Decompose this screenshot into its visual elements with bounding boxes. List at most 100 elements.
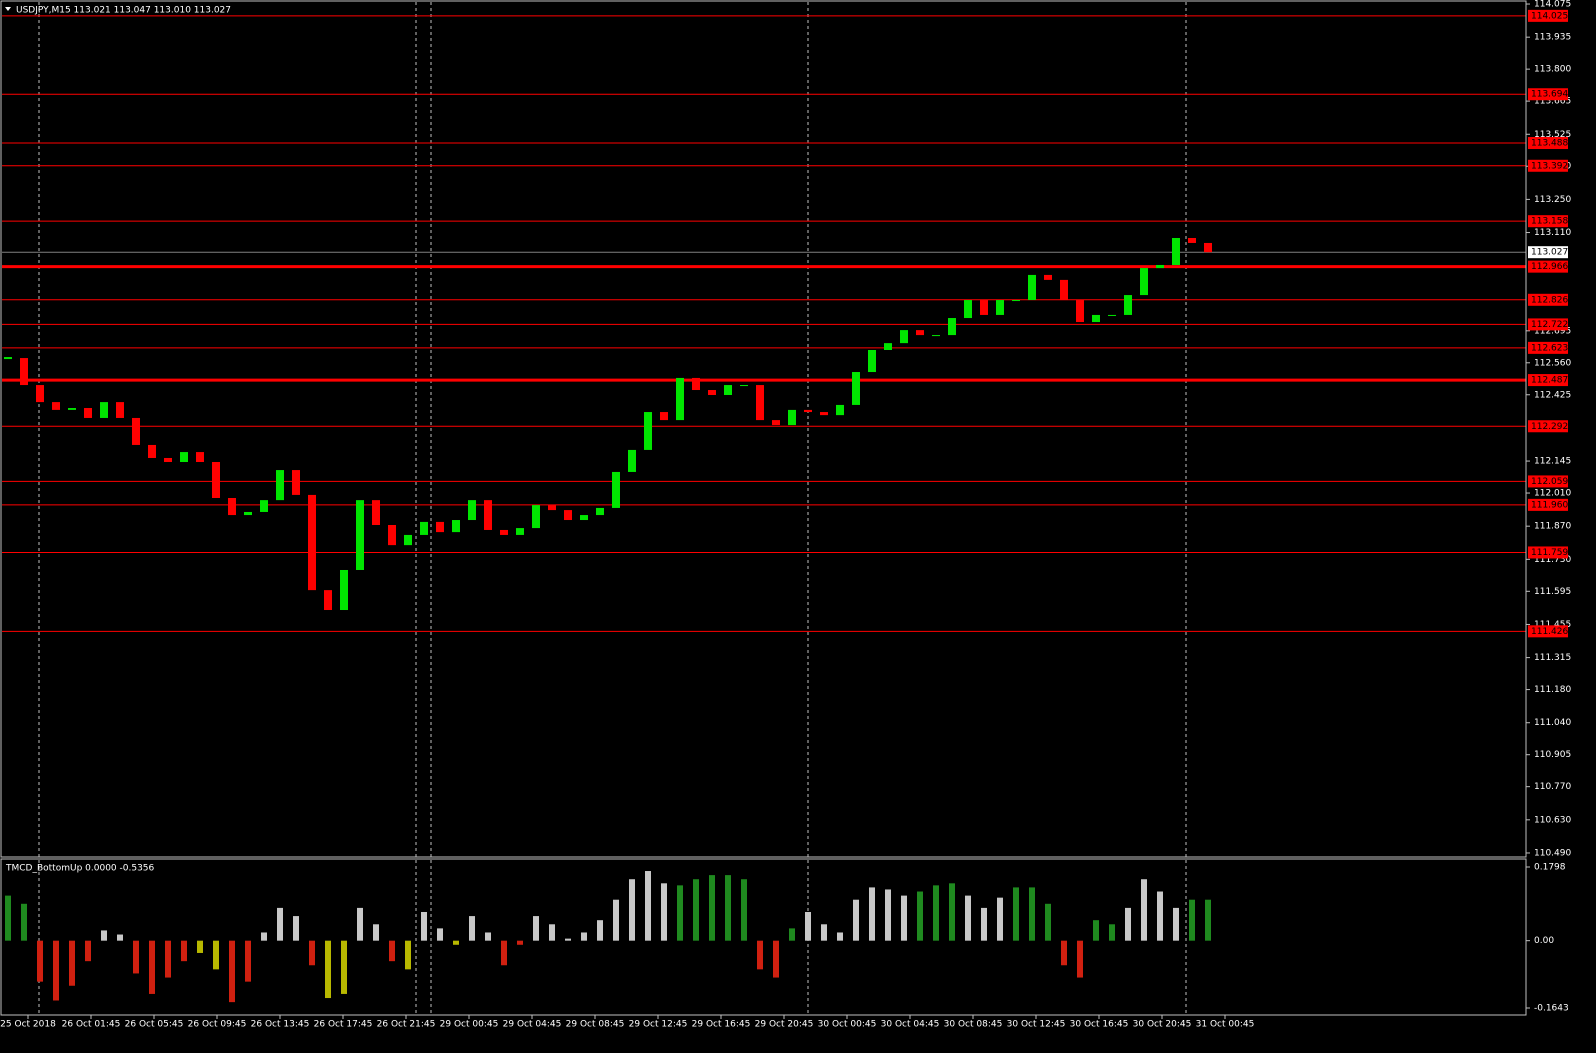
candle	[948, 318, 956, 336]
candle	[564, 510, 572, 521]
level-label: 112.487	[1531, 376, 1568, 386]
candle	[676, 377, 684, 421]
indicator-bar	[565, 938, 571, 941]
x-tick-label: 29 Oct 08:45	[566, 1020, 625, 1030]
candle	[900, 330, 908, 344]
indicator-bar	[981, 907, 987, 941]
indicator-bar	[517, 940, 523, 945]
indicator-bar	[1045, 903, 1051, 941]
x-tick-label: 29 Oct 00:45	[440, 1020, 499, 1030]
y-tick-label: 113.110	[1534, 228, 1571, 238]
x-tick-label: 31 Oct 00:45	[1196, 1020, 1255, 1030]
level-label-box	[1528, 215, 1568, 228]
indicator-bar	[133, 940, 139, 974]
y-tick-label: 112.695	[1534, 326, 1571, 336]
indicator-bar	[1013, 887, 1019, 941]
indicator-bar	[1061, 940, 1067, 966]
indicator-bar	[709, 875, 715, 941]
candle	[612, 471, 620, 508]
x-tick-label: 29 Oct 16:45	[692, 1020, 751, 1030]
y-tick-label: 111.040	[1534, 718, 1571, 728]
indicator-bar	[549, 924, 555, 941]
chart-title: USDJPY,M15 113.021 113.047 113.010 113.0…	[16, 6, 231, 16]
x-tick-label: 30 Oct 12:45	[1007, 1020, 1066, 1030]
candle	[116, 402, 124, 418]
x-tick-label: 30 Oct 20:45	[1133, 1020, 1192, 1030]
indicator-bar	[629, 879, 635, 941]
indicator-bar	[1157, 891, 1163, 941]
candle	[356, 500, 364, 570]
indicator-bar	[421, 911, 427, 941]
x-tick-label: 26 Oct 17:45	[314, 1020, 373, 1030]
level-label-box	[1528, 374, 1568, 387]
candle	[100, 402, 108, 418]
indicator-bar	[1109, 924, 1115, 941]
indicator-bar	[645, 871, 651, 941]
candle	[996, 300, 1004, 315]
candle	[756, 385, 764, 421]
x-tick-label: 30 Oct 16:45	[1070, 1020, 1129, 1030]
indicator-bar	[677, 885, 683, 941]
candle	[884, 343, 892, 350]
level-label-box	[1528, 159, 1568, 172]
indicator-bar	[213, 940, 219, 970]
indicator-bar	[53, 940, 59, 1001]
candle	[292, 470, 300, 495]
level-label: 111.426	[1531, 627, 1568, 637]
y-tick-label: 111.870	[1534, 522, 1571, 532]
candle	[404, 534, 412, 546]
y-tick-label: 111.180	[1534, 685, 1571, 695]
candle	[740, 385, 748, 387]
y-tick-label: 114.075	[1534, 0, 1571, 10]
candle	[932, 335, 940, 337]
candle	[1092, 314, 1100, 323]
indicator-title: TMCD_BottomUp 0.0000 -0.5356	[5, 864, 155, 874]
candle	[20, 358, 28, 386]
price-frame	[0, 0, 1527, 858]
candle	[516, 528, 524, 535]
candle	[1204, 242, 1212, 253]
x-tick-label: 30 Oct 08:45	[944, 1020, 1003, 1030]
level-label: 111.960	[1531, 500, 1568, 510]
level-label: 112.623	[1531, 343, 1568, 353]
candle	[68, 408, 76, 410]
menu-arrow[interactable]	[5, 7, 11, 11]
y-tick-label: 112.145	[1534, 457, 1571, 467]
candle	[644, 412, 652, 450]
y-tick-label: 112.560	[1534, 358, 1571, 368]
level-label-box	[1528, 9, 1568, 22]
indicator-bar	[469, 916, 475, 941]
indicator-bar	[1093, 920, 1099, 941]
indicator-frame	[0, 858, 1527, 1016]
y-tick-label: 113.800	[1534, 65, 1571, 75]
candle	[628, 449, 636, 472]
candle	[692, 377, 700, 391]
indicator-bar	[165, 940, 171, 978]
y-tick-label: 113.525	[1534, 130, 1571, 140]
level-label: 112.722	[1531, 320, 1568, 330]
y-tick-label: 110.905	[1534, 750, 1571, 760]
candle	[212, 462, 220, 499]
indicator-bar	[1029, 887, 1035, 941]
indicator-bar	[389, 940, 395, 962]
indicator-bar	[869, 887, 875, 941]
indicator-bar	[21, 903, 27, 941]
x-tick-label: 25 Oct 2018	[0, 1020, 56, 1030]
indicator-bar	[661, 883, 667, 941]
candle	[388, 524, 396, 546]
candle	[52, 402, 60, 410]
candle	[436, 521, 444, 533]
y-tick-label: 112.425	[1534, 390, 1571, 400]
indicator-bar	[693, 879, 699, 941]
candle	[84, 408, 92, 418]
indicator-bar	[37, 940, 43, 982]
x-tick-label: 26 Oct 13:45	[251, 1020, 310, 1030]
indicator-bar	[437, 928, 443, 941]
indicator-bar	[5, 895, 11, 941]
y-tick-label: 113.665	[1534, 97, 1571, 107]
candle	[980, 300, 988, 315]
level-label-box	[1528, 475, 1568, 488]
level-label: 113.488	[1531, 139, 1568, 149]
indicator-bar	[581, 932, 587, 941]
candle	[372, 500, 380, 525]
